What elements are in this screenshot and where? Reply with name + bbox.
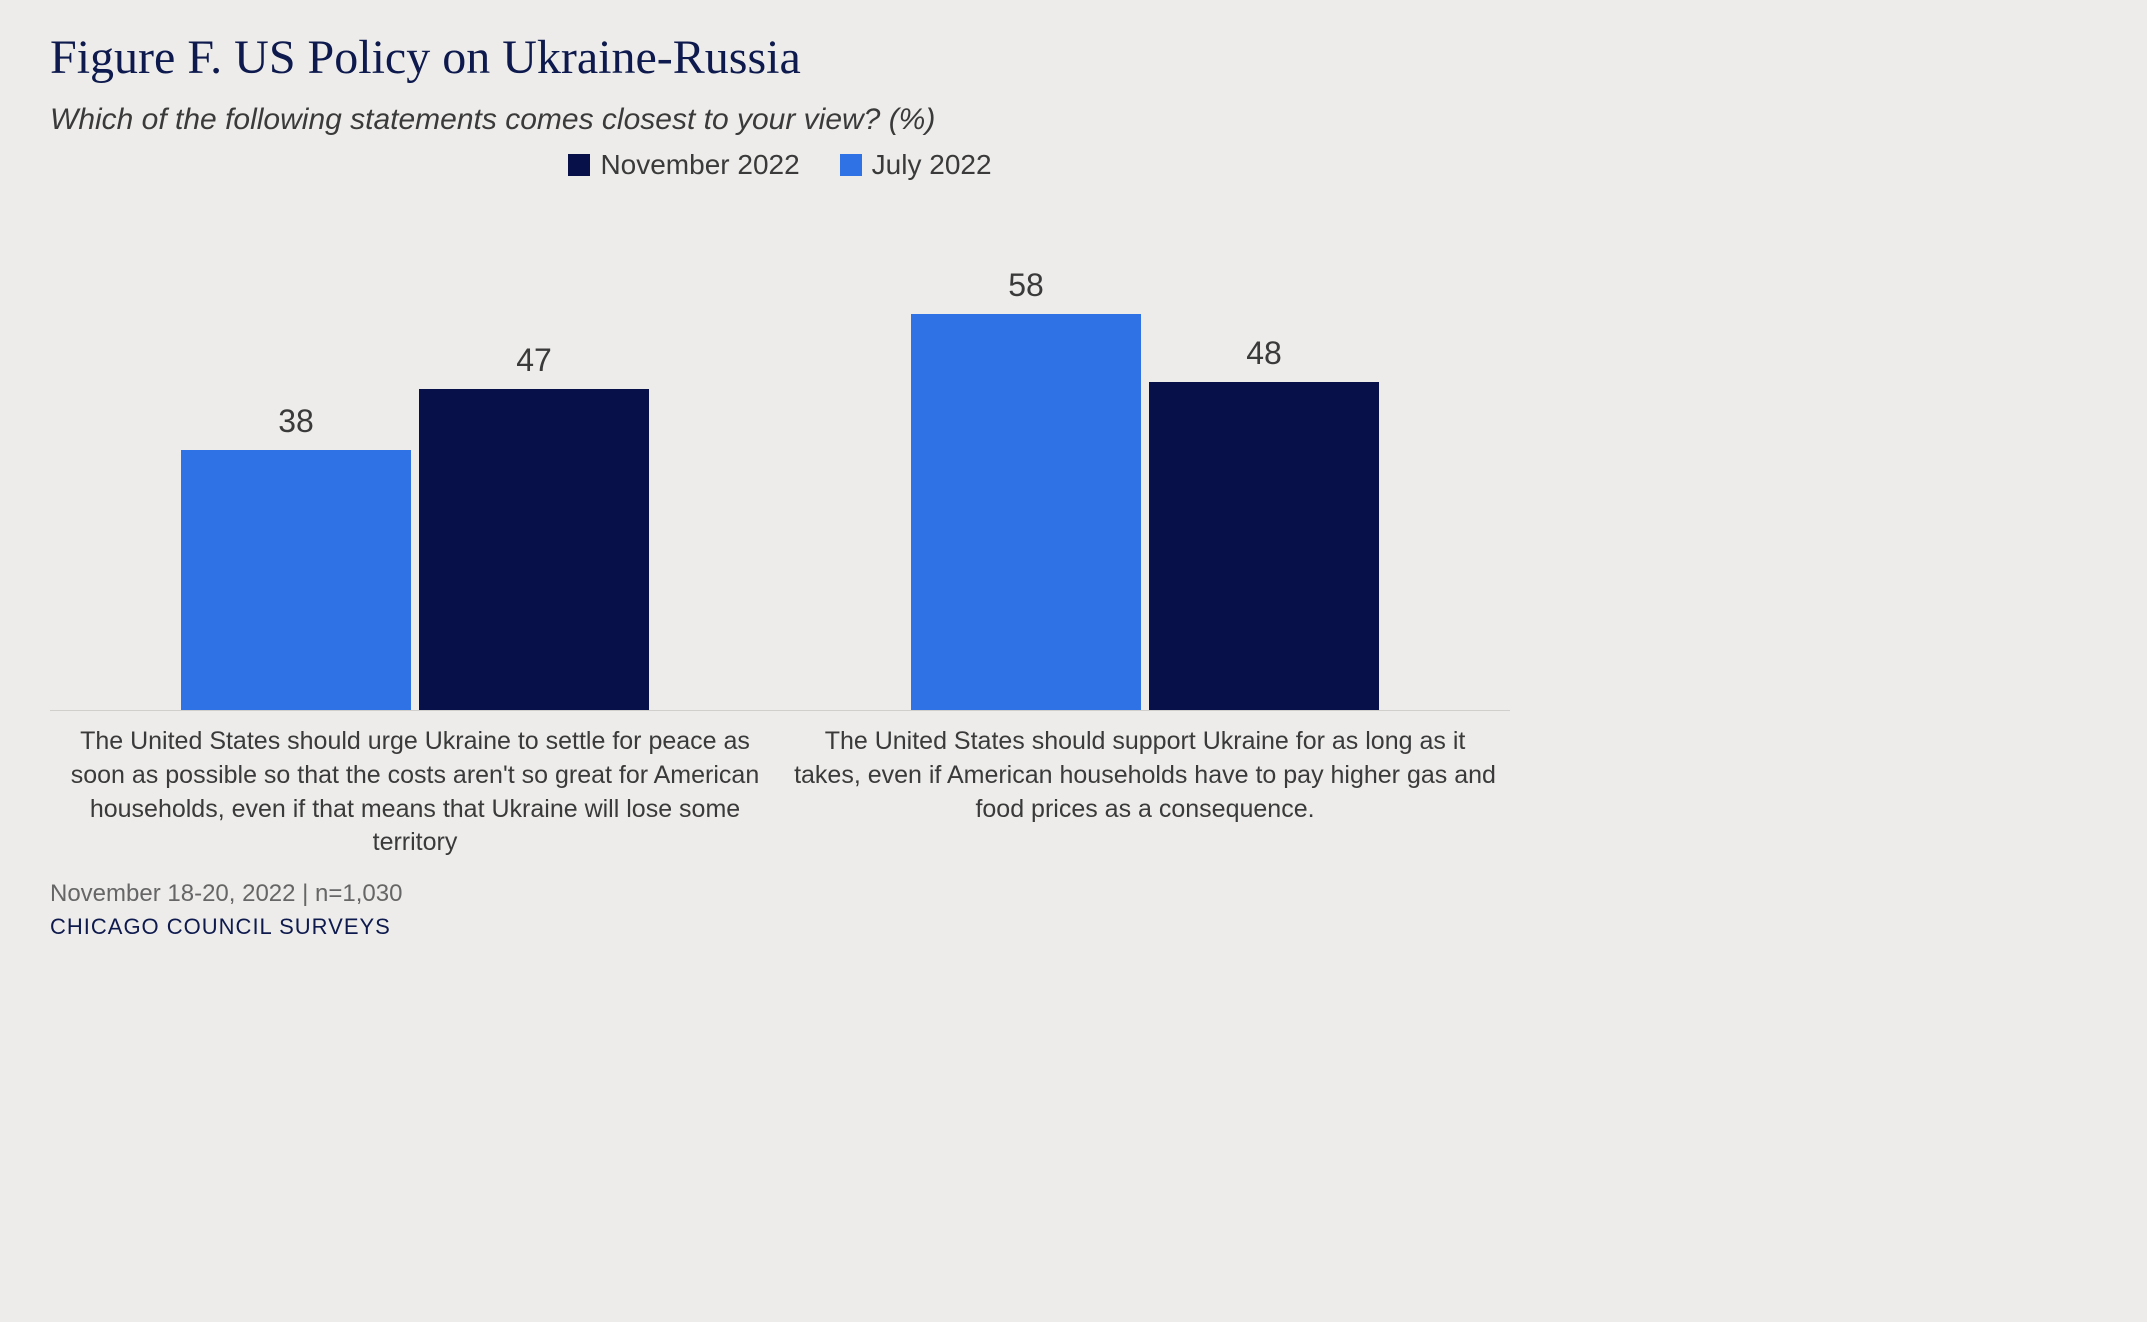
x-axis-label: The United States should urge Ukraine to… — [50, 725, 780, 860]
bar — [911, 314, 1141, 710]
legend-item: July 2022 — [840, 149, 992, 181]
chart-plot-area: 38 47 58 48 — [50, 205, 1510, 711]
bar-value-label: 47 — [516, 342, 552, 379]
footer-source: Chicago Council Surveys — [50, 914, 1510, 940]
bar-wrap: 47 — [419, 342, 649, 710]
legend-label: July 2022 — [872, 149, 992, 181]
x-axis-labels: The United States should urge Ukraine to… — [50, 725, 1510, 860]
legend-label: November 2022 — [600, 149, 799, 181]
legend-swatch — [568, 154, 590, 176]
bar — [1149, 382, 1379, 710]
bar-value-label: 58 — [1008, 267, 1044, 304]
footer-note: November 18-20, 2022 | n=1,030 — [50, 880, 1510, 908]
bar-group: 58 48 — [780, 205, 1510, 710]
legend: November 2022 July 2022 — [50, 149, 1510, 181]
bar-wrap: 48 — [1149, 335, 1379, 710]
bar — [181, 450, 411, 710]
legend-swatch — [840, 154, 862, 176]
chart-subtitle: Which of the following statements comes … — [50, 103, 1510, 137]
chart-title: Figure F. US Policy on Ukraine-Russia — [50, 30, 1510, 85]
bar-wrap: 58 — [911, 267, 1141, 710]
x-axis-label: The United States should support Ukraine… — [780, 725, 1510, 860]
bar-group: 38 47 — [50, 205, 780, 710]
legend-item: November 2022 — [568, 149, 799, 181]
bar-value-label: 38 — [278, 403, 314, 440]
bar-wrap: 38 — [181, 403, 411, 710]
bar-value-label: 48 — [1246, 335, 1282, 372]
bar — [419, 389, 649, 710]
